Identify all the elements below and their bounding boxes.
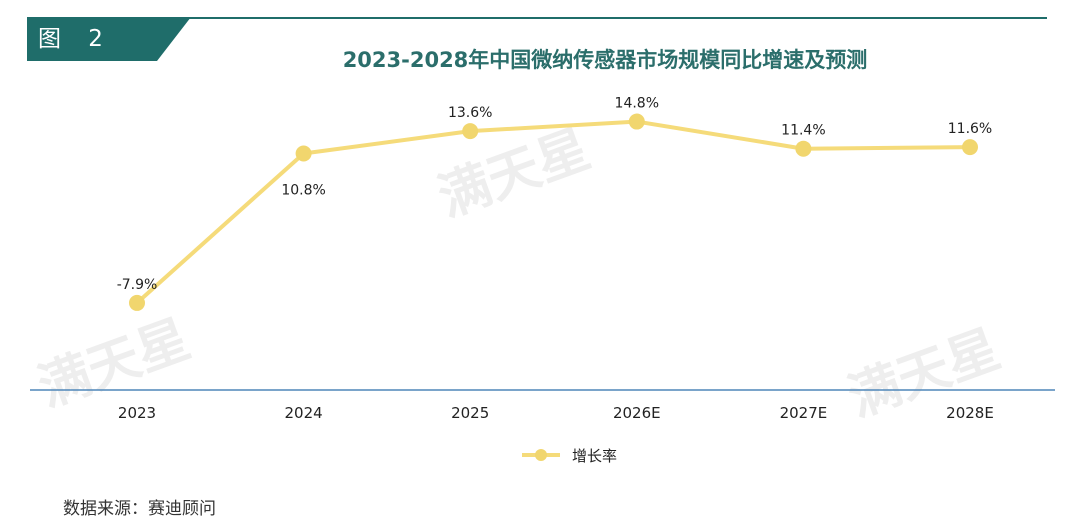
watermark: 满天星 bbox=[431, 119, 598, 229]
data-label: 10.8% bbox=[281, 183, 325, 199]
x-tick-label: 2024 bbox=[285, 404, 323, 422]
series-line-growth bbox=[135, 119, 971, 305]
data-label: 11.6% bbox=[948, 121, 992, 137]
data-label: 11.4% bbox=[781, 123, 825, 139]
figure-tab-shape bbox=[27, 17, 191, 61]
data-point bbox=[795, 140, 812, 157]
legend: 增长率 bbox=[522, 447, 617, 465]
x-tick-label: 2028E bbox=[946, 404, 994, 422]
data-point bbox=[962, 139, 978, 156]
top-rule bbox=[187, 17, 1047, 19]
figure-tab bbox=[27, 17, 207, 61]
data-label: 14.8% bbox=[615, 96, 659, 112]
x-tick-label: 2027E bbox=[780, 404, 828, 422]
data-point bbox=[462, 123, 479, 140]
legend-marker bbox=[535, 449, 547, 461]
data-point bbox=[295, 145, 312, 162]
x-tick-label: 2023 bbox=[118, 404, 156, 422]
watermark: 满天星 bbox=[31, 309, 198, 419]
data-label: 13.6% bbox=[448, 105, 492, 121]
x-tick-label: 2025 bbox=[451, 404, 489, 422]
data-point bbox=[628, 113, 645, 130]
legend-label: 增长率 bbox=[572, 447, 617, 465]
data-point bbox=[129, 294, 145, 311]
x-tick-label: 2026E bbox=[613, 404, 661, 422]
chart-title: 2023-2028年中国微纳传感器市场规模同比增速及预测 bbox=[342, 48, 868, 72]
figure-label: 图 2 bbox=[38, 26, 113, 52]
data-label: -7.9% bbox=[117, 277, 158, 293]
source-note: 数据来源：赛迪顾问 bbox=[63, 499, 216, 519]
